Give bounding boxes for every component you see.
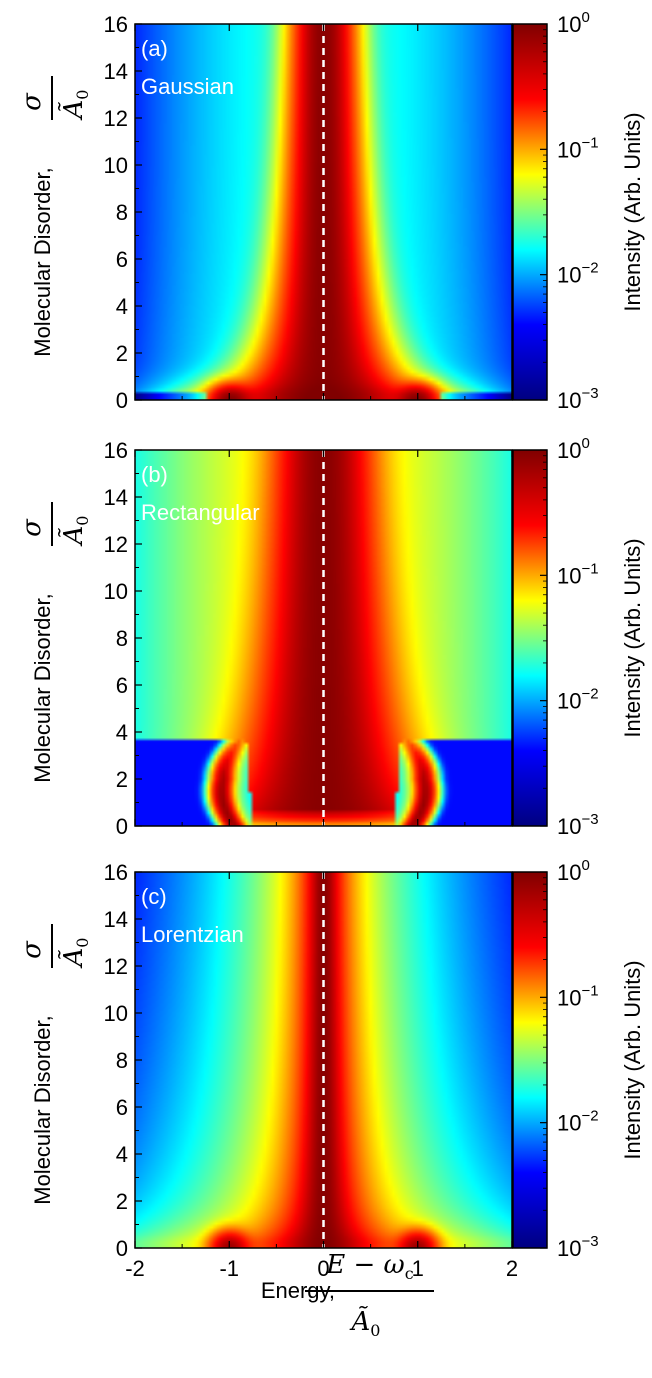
y-tick-label: 0 — [116, 1236, 128, 1261]
y-tick-label: 16 — [104, 438, 128, 463]
x-axis-fraction-denominator: Ã0 — [350, 1305, 381, 1340]
y-tick-label: 0 — [116, 814, 128, 839]
x-tick-label: 1 — [412, 1256, 424, 1281]
y-tick-label: 6 — [116, 247, 128, 272]
y-axis-fraction-denominator: Ã0 — [57, 516, 92, 547]
colorbar-tick-label: 100 — [557, 435, 590, 463]
y-tick-label: 12 — [104, 532, 128, 557]
panel-rectangular: 0 2 4 6 8 10 12 14 16 (b) Rectangular Molecular Dis… — [17, 435, 645, 839]
y-axis-label-text: Molecular Disorder, — [30, 167, 55, 357]
y-tick-label: 8 — [116, 1048, 128, 1073]
x-tick-label: 0 — [317, 1256, 329, 1281]
colorbar: 100 10−1 10−2 10−3 Intensity (Arb. Units) — [512, 857, 645, 1261]
colorbar-tick-label: 10−2 — [557, 1108, 599, 1136]
y-axis-fraction-numerator: σ — [17, 940, 47, 959]
y-tick-label: 8 — [116, 626, 128, 651]
y-tick-label: 14 — [104, 59, 128, 84]
colorbar-tick-label: 10−2 — [557, 686, 599, 714]
y-tick-label: 2 — [116, 767, 128, 792]
colorbar-frame — [512, 871, 548, 1249]
y-tick-label: 6 — [116, 1095, 128, 1120]
y-axis-fraction: σ Ã0 — [17, 924, 92, 968]
y-tick-label: 4 — [116, 1142, 128, 1167]
colorbar-tick-label: 10−3 — [557, 1233, 599, 1261]
y-axis-fraction-numerator: σ — [17, 92, 47, 111]
y-axis-label: Molecular Disorder, σ Ã0 — [17, 502, 92, 783]
colorbar-label: Intensity (Arb. Units) — [620, 538, 645, 737]
y-tick-label: 6 — [116, 673, 128, 698]
colorbar-label: Intensity (Arb. Units) — [620, 112, 645, 311]
y-tick-label: 10 — [104, 153, 128, 178]
x-tick-label: 2 — [506, 1256, 518, 1281]
colorbar-tick-label: 10−1 — [557, 560, 599, 588]
y-tick-label: 2 — [116, 341, 128, 366]
colorbar-tick-label: 10−1 — [557, 982, 599, 1010]
y-tick-label: 14 — [104, 907, 128, 932]
distribution-name: Lorentzian — [141, 922, 244, 947]
y-axis-label: Molecular Disorder, σ Ã0 — [17, 924, 92, 1205]
colorbar-label: Intensity (Arb. Units) — [620, 960, 645, 1159]
x-axis-fraction-numerator: E − ωc — [325, 1250, 414, 1283]
panel-label: (c) — [141, 884, 167, 909]
y-tick-label: 16 — [104, 12, 128, 37]
colorbar-tick-label: 10−2 — [557, 260, 599, 288]
y-tick-label: 12 — [104, 954, 128, 979]
colorbar: 100 10−1 10−2 10−3 Intensity (Arb. Units) — [512, 435, 645, 839]
y-tick-label: 14 — [104, 485, 128, 510]
colorbar-fill — [513, 450, 547, 826]
colorbar-fill — [513, 872, 547, 1248]
y-axis-label-text: Molecular Disorder, — [30, 593, 55, 783]
y-tick-label: 4 — [116, 720, 128, 745]
colorbar: 100 10−1 10−2 10−3 Intensity (Arb. Units) — [512, 9, 645, 413]
colorbar-frame — [512, 23, 548, 401]
panel-label: (b) — [141, 462, 168, 487]
y-tick-label: 16 — [104, 860, 128, 885]
y-axis-fraction-denominator: Ã0 — [57, 938, 92, 969]
colorbar-tick-label: 10−3 — [557, 385, 599, 413]
y-axis-fraction-numerator: σ — [17, 518, 47, 537]
distribution-name: Gaussian — [141, 74, 234, 99]
x-axis-fraction: E − ωc Ã0 — [305, 1250, 434, 1340]
colorbar-fill — [513, 24, 547, 400]
y-axis-label-text: Molecular Disorder, — [30, 1015, 55, 1205]
y-tick-label: 12 — [104, 106, 128, 131]
distribution-name: Rectangular — [141, 500, 260, 525]
colorbar-tick-label: 100 — [557, 857, 590, 885]
y-axis-label: Molecular Disorder, σ Ã0 — [17, 76, 92, 357]
y-tick-label: 8 — [116, 200, 128, 225]
y-tick-label: 0 — [116, 388, 128, 413]
panel-label: (a) — [141, 36, 168, 61]
colorbar-tick-label: 10−3 — [557, 811, 599, 839]
panel-gaussian: 0 2 4 6 8 10 12 14 16 (a) Gaussian Molecular Disord… — [17, 9, 645, 413]
y-axis-fraction: σ Ã0 — [17, 76, 92, 120]
y-axis-fraction-denominator: Ã0 — [57, 90, 92, 121]
x-tick-label: -1 — [219, 1256, 239, 1281]
y-axis-fraction: σ Ã0 — [17, 502, 92, 546]
colorbar-frame — [512, 449, 548, 827]
x-tick-label: -2 — [125, 1256, 145, 1281]
y-tick-label: 4 — [116, 294, 128, 319]
colorbar-tick-label: 10−1 — [557, 134, 599, 162]
y-tick-label: 2 — [116, 1189, 128, 1214]
colorbar-tick-label: 100 — [557, 9, 590, 37]
y-tick-label: 10 — [104, 579, 128, 604]
y-tick-label: 10 — [104, 1001, 128, 1026]
